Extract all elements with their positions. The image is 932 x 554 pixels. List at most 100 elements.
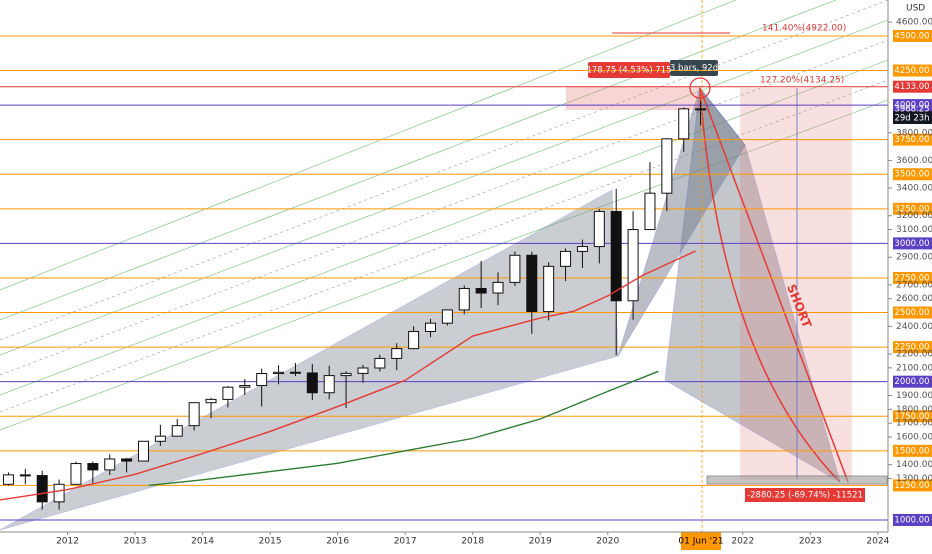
range-label: 178.75 (4.53%) 715 (586, 66, 671, 76)
y-tick-label: 2900.00 (896, 253, 932, 263)
y-tick-label: 1800.00 (896, 405, 932, 415)
y-tick-label: 3100.00 (896, 225, 932, 235)
level-box (893, 444, 932, 457)
level-label: 1000.00 (894, 515, 929, 525)
x-tick-label: 2018 (461, 537, 484, 547)
candle-body (458, 287, 470, 311)
level-label: 3750.00 (894, 135, 929, 145)
candle-body (374, 357, 386, 369)
level-label: 2000.00 (894, 377, 929, 387)
level-label: 2500.00 (894, 308, 929, 318)
candle-body (509, 254, 521, 283)
level-label: 2750.00 (894, 273, 929, 283)
level-label: 3000.00 (894, 239, 929, 249)
x-tick-label: 2024 (866, 537, 889, 547)
level-box (893, 341, 932, 354)
x-tick-label: 2015 (259, 537, 282, 547)
x-tick-label: 2012 (56, 537, 79, 547)
level-box (893, 375, 932, 388)
level-label: 4250.00 (894, 66, 929, 76)
y-tick-label: 3200.00 (896, 211, 932, 221)
candle-body (171, 425, 183, 437)
candle-body (121, 458, 133, 462)
moving-average (0, 250, 696, 501)
candle-body (188, 402, 200, 427)
y-tick-label: 1600.00 (896, 432, 932, 442)
level-box (893, 80, 932, 93)
candle-body (661, 138, 673, 194)
candle-body (627, 229, 639, 302)
candle-body (357, 367, 369, 374)
y-tick-label: 2100.00 (896, 363, 932, 373)
x-tick-label: 2017 (394, 537, 417, 547)
levels: 1000.00 1250.00 1500.00 1750.00 2000.00 2250.… (0, 29, 932, 526)
candle-body (205, 398, 217, 404)
candle-body (424, 322, 436, 332)
y-tick-label: 4600.00 (896, 18, 932, 28)
candle-body (610, 210, 622, 302)
x-tick-label: 2016 (326, 537, 349, 547)
level-box (893, 99, 932, 112)
y-tick-label: 2400.00 (896, 322, 932, 332)
candle-body (53, 483, 65, 503)
y-tick-label: 1400.00 (896, 460, 932, 470)
level-box (893, 202, 932, 215)
y-tick-label: 3600.00 (896, 156, 932, 166)
fib-141: 141.40%(4922.00) (762, 24, 846, 34)
candle-body (104, 458, 116, 471)
level-label: 3500.00 (894, 170, 929, 180)
date-label: 01 Jun '21 (678, 537, 723, 547)
candle-body (441, 309, 453, 324)
candle-body (576, 246, 588, 252)
y-tick-label: 1300.00 (896, 474, 932, 484)
level-label: 4133.00 (894, 82, 929, 92)
candle-body (408, 330, 420, 350)
candle-body (19, 474, 31, 477)
level-label: 1750.00 (894, 412, 929, 422)
y-tick-label: 2600.00 (896, 294, 932, 304)
candle-body (306, 372, 318, 394)
current-price: 3968.25 (894, 105, 929, 115)
candle-body (222, 386, 234, 400)
candle-body (475, 287, 487, 294)
candle-body (256, 373, 268, 387)
candle-body (526, 254, 538, 313)
level-box (893, 168, 932, 181)
candle-body (695, 108, 707, 111)
y-tick-label: 1900.00 (896, 391, 932, 401)
y-tick-label: 3800.00 (896, 128, 932, 138)
candle-body (391, 348, 403, 359)
level-box (893, 271, 932, 284)
candle-body (36, 475, 48, 503)
candle-body (492, 281, 504, 294)
x-tick-label: 2019 (529, 537, 552, 547)
candle-body (543, 265, 555, 313)
level-box (893, 64, 932, 77)
level-box (893, 479, 932, 492)
level-box (893, 306, 932, 319)
y-tick-label: 2700.00 (896, 280, 932, 290)
level-box (893, 133, 932, 146)
level-label: 2250.00 (894, 343, 929, 353)
countdown: 29d 23h (894, 114, 929, 124)
y-tick-label: 3400.00 (896, 184, 932, 194)
y-tick-label: 2200.00 (896, 350, 932, 360)
level-label: 1500.00 (894, 446, 929, 456)
candle-body (273, 371, 285, 375)
y-tick-label: 1700.00 (896, 419, 932, 429)
level-box (893, 237, 932, 250)
candle-body (70, 463, 82, 485)
x-tick-label: 2013 (124, 537, 147, 547)
level-label: 3250.00 (894, 204, 929, 214)
currency: USD (906, 4, 925, 14)
target-label: -2880.25 (-69.74%) -11521 (747, 491, 863, 501)
moving-average (148, 370, 659, 487)
x-tick-label: 2020 (596, 537, 619, 547)
candle-body (678, 108, 690, 140)
x-tick-label: 2022 (731, 537, 754, 547)
candle-body (560, 250, 572, 267)
level-label: 1250.00 (894, 481, 929, 491)
level-label: 4000.00 (894, 101, 929, 111)
candle-body (154, 435, 166, 442)
